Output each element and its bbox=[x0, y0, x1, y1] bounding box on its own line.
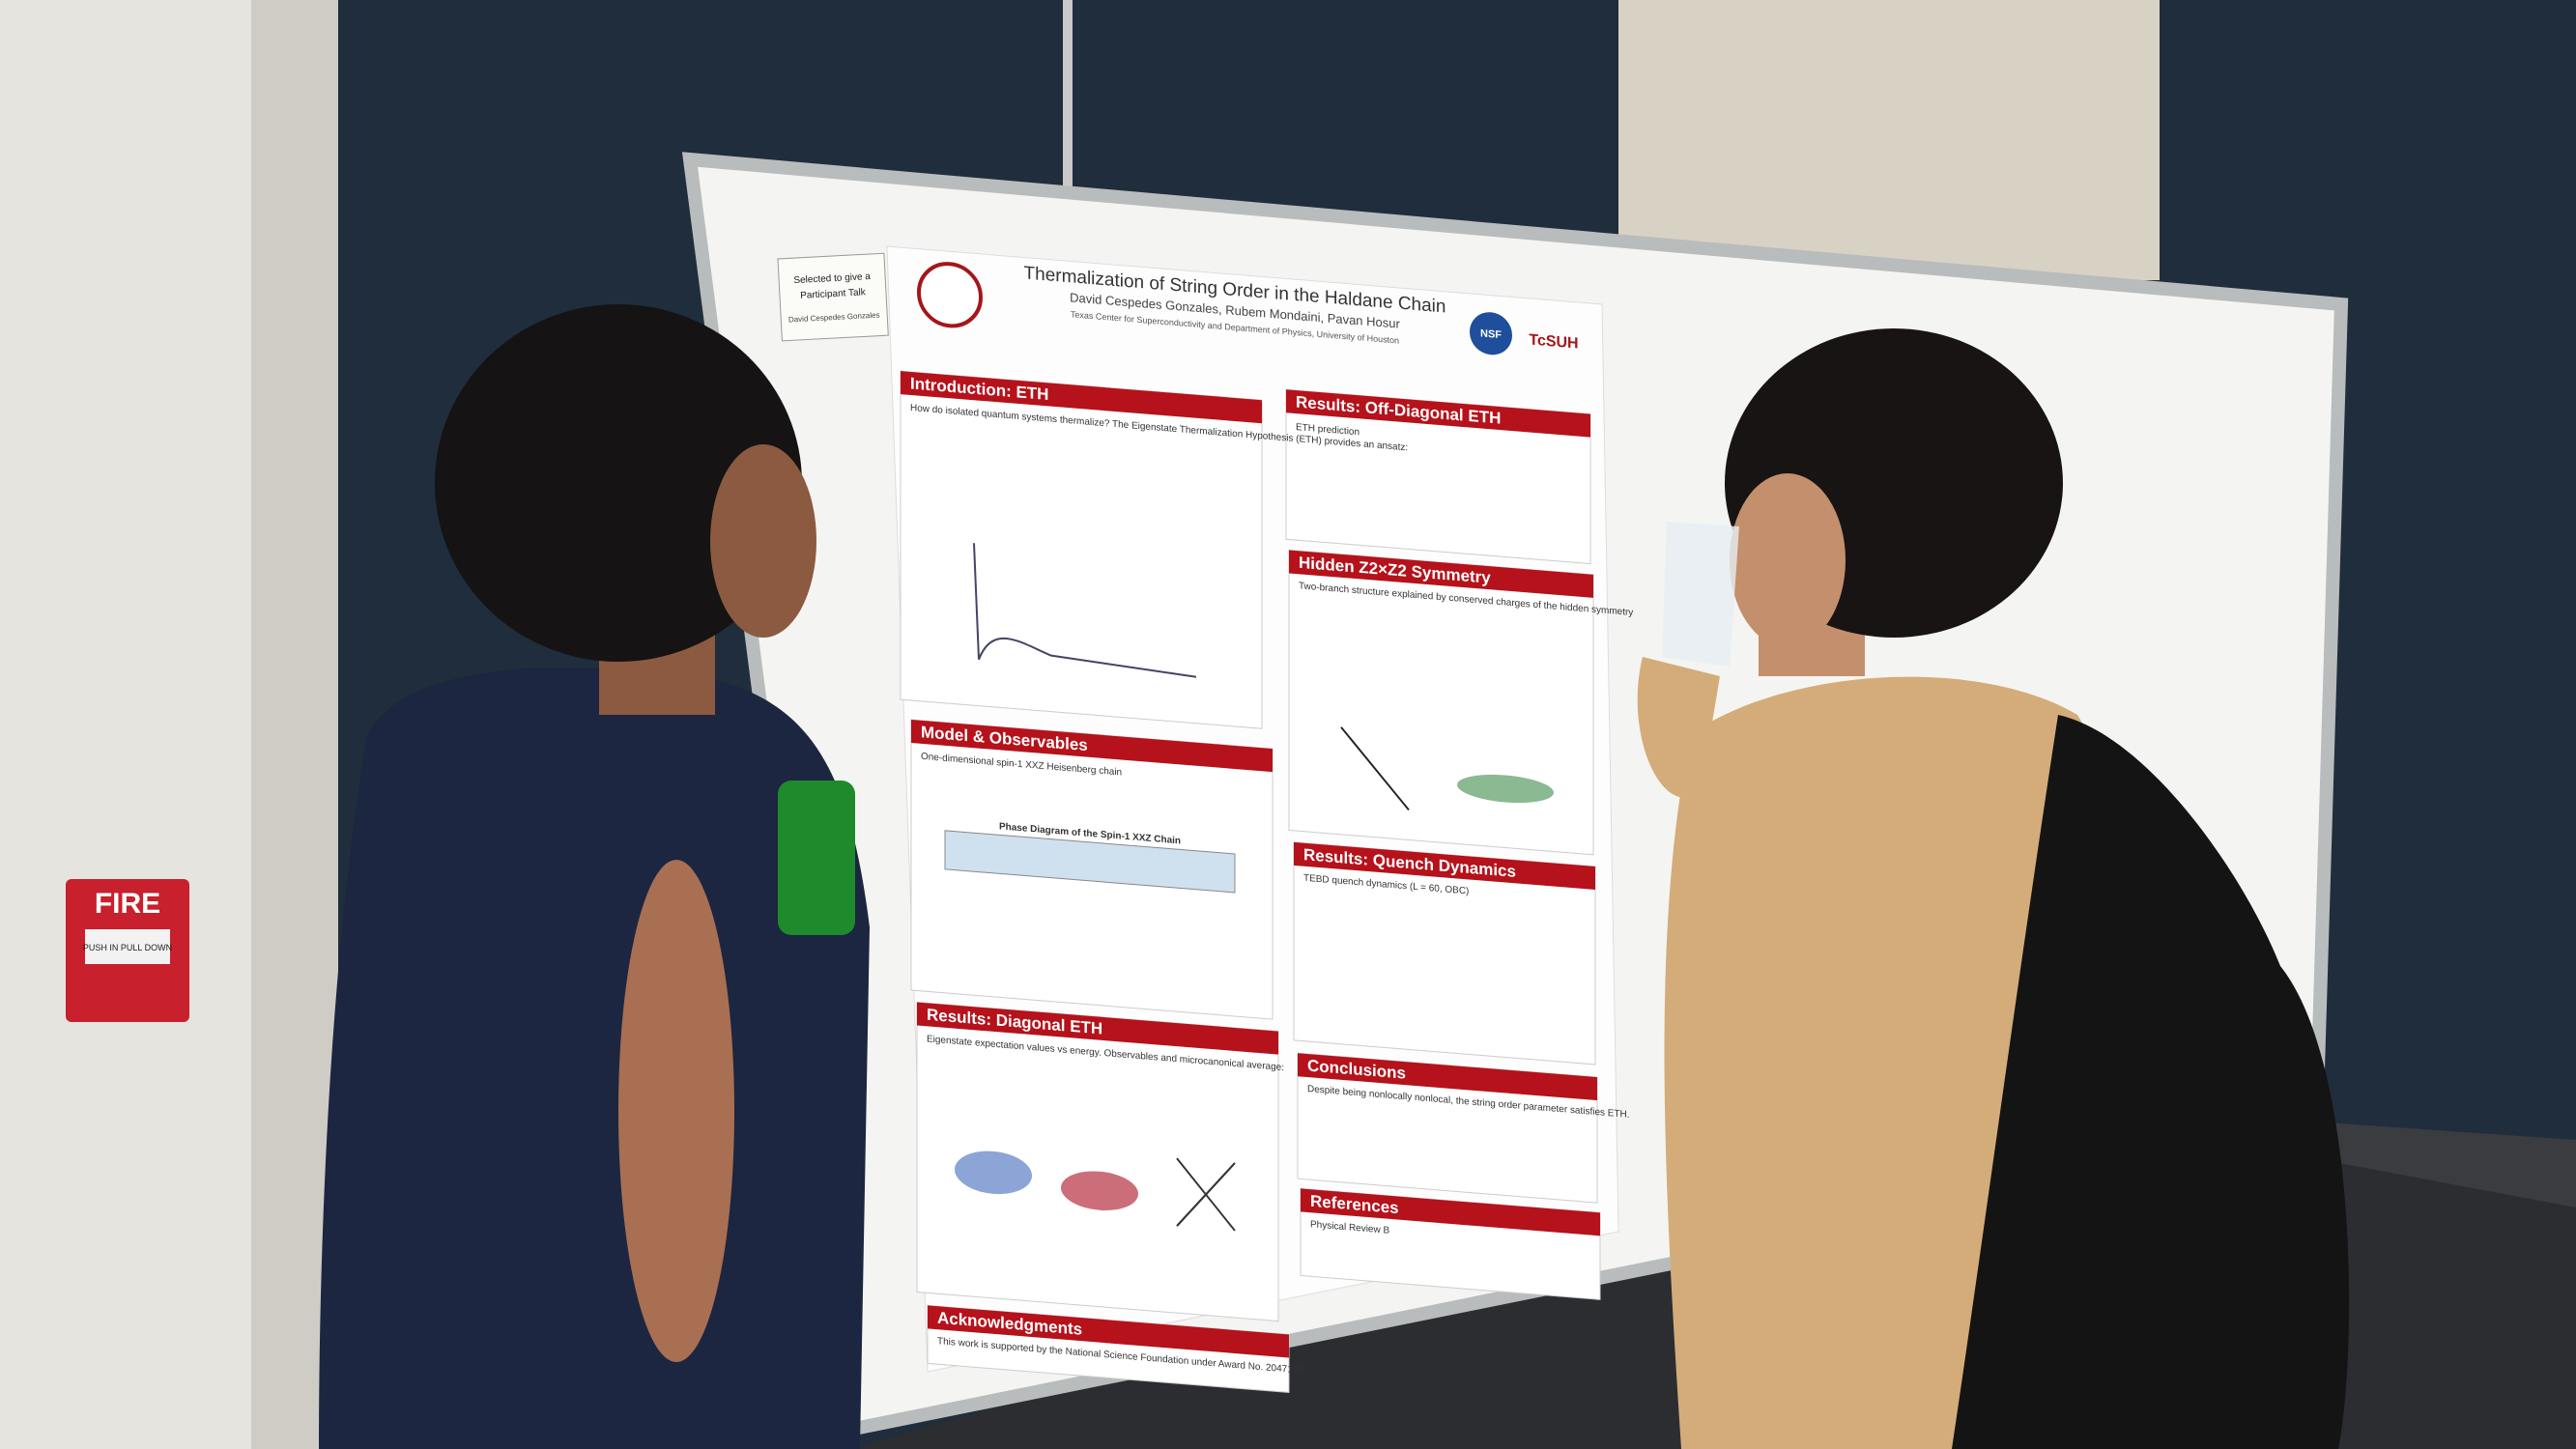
plot-line bbox=[973, 543, 1197, 678]
nsf-logo bbox=[1470, 312, 1512, 355]
pole bbox=[1063, 0, 1073, 193]
section: References Physical Review B bbox=[1301, 1188, 1600, 1236]
person-right bbox=[1637, 328, 2350, 1449]
heading-bar bbox=[1301, 1188, 1600, 1236]
poster: Thermalization of String Order in the Ha… bbox=[900, 262, 1633, 1394]
arm bbox=[1637, 657, 1720, 798]
heading-bar bbox=[901, 371, 1262, 424]
logo-text: NSF bbox=[1480, 327, 1502, 341]
note-card: Selected to give a Participant Talk Davi… bbox=[777, 252, 889, 342]
alarm-instruction: PUSH IN PULL DOWN bbox=[83, 943, 172, 952]
scatter-plot bbox=[1176, 1157, 1236, 1232]
card-line: Selected to give a bbox=[793, 271, 871, 286]
hair bbox=[435, 304, 802, 662]
heading-bar bbox=[1294, 841, 1595, 890]
scatter-plot bbox=[1061, 1171, 1138, 1210]
alarm-label: FIRE bbox=[95, 888, 160, 920]
soda-can bbox=[778, 781, 855, 935]
heading-bar bbox=[1286, 389, 1590, 438]
fire-alarm: FIRE PUSH IN PULL DOWN bbox=[66, 879, 189, 1022]
scatter-plot bbox=[955, 1151, 1032, 1195]
university-seal bbox=[917, 262, 983, 328]
heading-bar bbox=[1298, 1053, 1597, 1101]
card-line: Participant Talk bbox=[800, 287, 867, 301]
alarm-handle bbox=[85, 929, 170, 964]
heading-bar bbox=[1289, 550, 1593, 598]
face bbox=[710, 444, 816, 638]
pillar bbox=[1618, 0, 2160, 280]
backpack bbox=[1952, 715, 2350, 1449]
arm bbox=[618, 860, 734, 1362]
face bbox=[1730, 473, 1846, 647]
card bbox=[777, 252, 889, 342]
heading-bar bbox=[928, 1305, 1289, 1358]
scatter-plot bbox=[1457, 774, 1554, 804]
heading-bar bbox=[917, 1002, 1278, 1055]
shirt bbox=[319, 667, 870, 1449]
section-text: ETH prediction bbox=[1296, 422, 1360, 438]
heading-bar bbox=[911, 720, 1273, 773]
plastic-cup bbox=[1662, 522, 1739, 667]
phase-diagram bbox=[944, 830, 1236, 894]
person-left bbox=[319, 304, 870, 1449]
plot-line bbox=[1340, 726, 1410, 811]
logo-text: TcSUH bbox=[1529, 330, 1578, 352]
